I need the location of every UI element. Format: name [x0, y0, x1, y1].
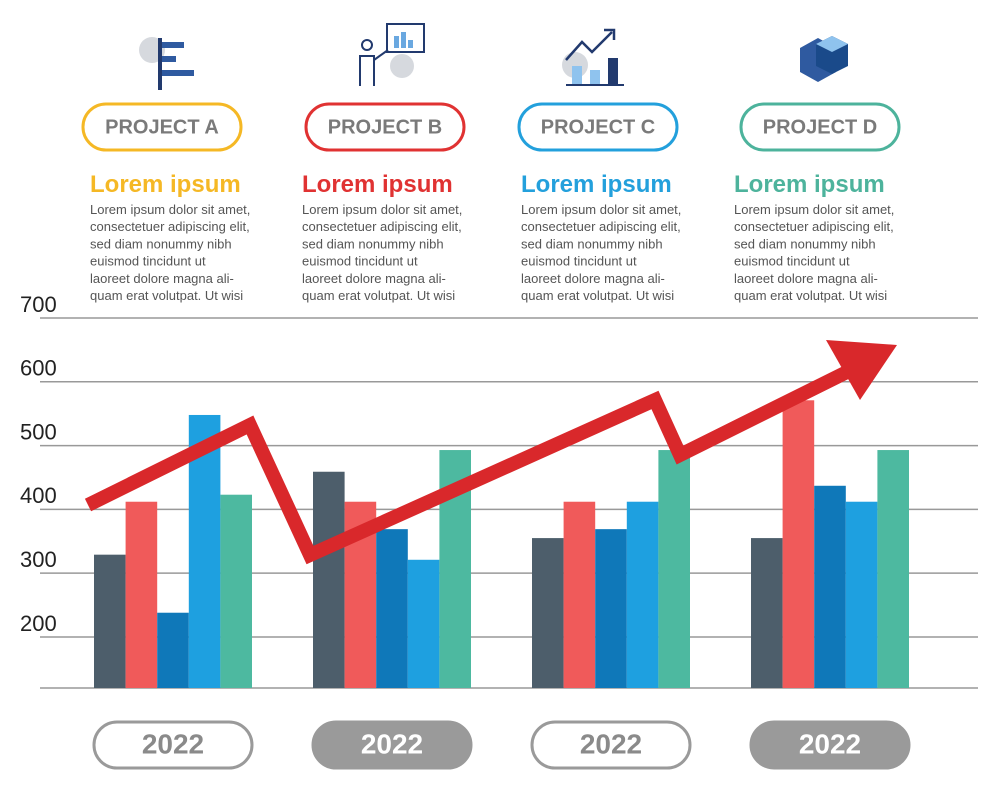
- project-title: Lorem ipsum: [734, 171, 885, 198]
- bar: [376, 529, 408, 688]
- project-label: PROJECT C: [541, 116, 655, 138]
- project-text: euismod tincidunt ut: [734, 254, 850, 269]
- project-text: sed diam nonummy nibh: [302, 236, 444, 251]
- project-text: quam erat volutpat. Ut wisi: [302, 288, 455, 303]
- project-text: Lorem ipsum dolor sit amet,: [734, 202, 894, 217]
- trend-arrow-head: [826, 340, 897, 400]
- project-pill: [517, 102, 679, 152]
- bar: [313, 471, 345, 688]
- project-label: PROJECT B: [328, 116, 442, 138]
- project-text: sed diam nonummy nibh: [734, 236, 876, 251]
- project-text: consectetuer adipiscing elit,: [521, 219, 681, 234]
- project-text: consectetuer adipiscing elit,: [734, 219, 894, 234]
- project-text: quam erat volutpat. Ut wisi: [90, 288, 243, 303]
- bar: [751, 538, 783, 688]
- project-text: laoreet dolore magna ali-: [302, 271, 446, 286]
- project-title: Lorem ipsum: [90, 171, 241, 198]
- project-text: laoreet dolore magna ali-: [734, 271, 878, 286]
- x-tick-label: 2022: [580, 728, 642, 759]
- bar: [595, 529, 627, 688]
- bar: [845, 501, 878, 688]
- project-text: laoreet dolore magna ali-: [90, 271, 234, 286]
- project-text: consectetuer adipiscing elit,: [302, 219, 462, 234]
- x-tick-label: 2022: [361, 728, 423, 759]
- project-text: consectetuer adipiscing elit,: [90, 219, 250, 234]
- project-label: PROJECT A: [105, 116, 219, 138]
- x-tick-label: 2022: [142, 728, 204, 759]
- bar: [94, 554, 126, 688]
- bar: [563, 501, 596, 688]
- project-pill: [304, 102, 466, 152]
- trend-arrow: [84, 361, 859, 565]
- project-label: PROJECT D: [763, 116, 877, 138]
- year-pill: [92, 720, 254, 770]
- year-pill: [311, 720, 473, 770]
- project-text: sed diam nonummy nibh: [90, 236, 232, 251]
- y-tick-label: 500: [20, 419, 57, 444]
- icon-b: [359, 23, 425, 86]
- project-text: Lorem ipsum dolor sit amet,: [521, 202, 681, 217]
- y-tick-label: 300: [20, 547, 57, 572]
- year-pill: [530, 720, 692, 770]
- project-text: euismod tincidunt ut: [302, 254, 418, 269]
- project-text: laoreet dolore magna ali-: [521, 271, 665, 286]
- y-tick-label: 200: [20, 611, 57, 636]
- bar: [220, 494, 252, 688]
- bar: [658, 450, 690, 688]
- bar: [877, 450, 909, 688]
- bar: [782, 400, 815, 688]
- project-title: Lorem ipsum: [302, 171, 453, 198]
- project-text: sed diam nonummy nibh: [521, 236, 663, 251]
- project-text: Lorem ipsum dolor sit amet,: [90, 202, 250, 217]
- bar: [157, 612, 189, 688]
- project-text: quam erat volutpat. Ut wisi: [521, 288, 674, 303]
- x-tick-label: 2022: [799, 728, 861, 759]
- project-title: Lorem ipsum: [521, 171, 672, 198]
- icon-d: [800, 36, 848, 82]
- bar: [532, 538, 564, 688]
- project-pill: [81, 102, 243, 152]
- bar: [626, 501, 659, 688]
- bar: [188, 414, 221, 688]
- y-tick-label: 700: [20, 292, 57, 317]
- icon-a: [139, 37, 194, 90]
- icon-c: [562, 28, 624, 86]
- project-text: euismod tincidunt ut: [521, 254, 637, 269]
- year-pill: [749, 720, 911, 770]
- bar: [125, 501, 158, 688]
- bar: [814, 485, 846, 688]
- project-text: euismod tincidunt ut: [90, 254, 206, 269]
- y-tick-label: 400: [20, 483, 57, 508]
- project-pill: [739, 102, 901, 152]
- bar: [407, 559, 440, 688]
- project-text: quam erat volutpat. Ut wisi: [734, 288, 887, 303]
- project-text: Lorem ipsum dolor sit amet,: [302, 202, 462, 217]
- y-tick-label: 600: [20, 356, 57, 381]
